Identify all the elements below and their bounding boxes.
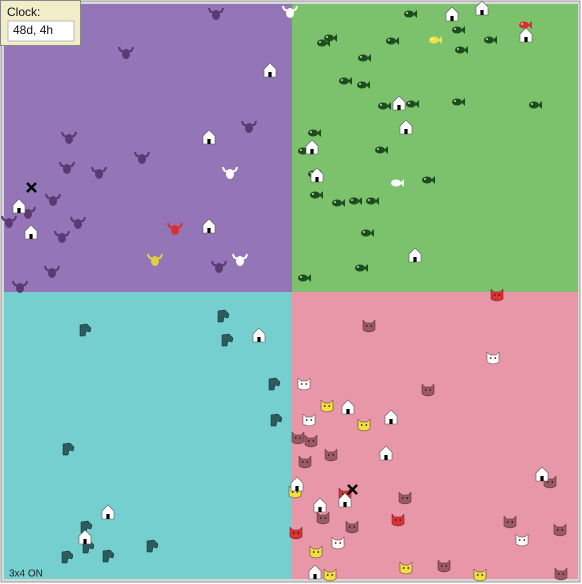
region-pink (292, 292, 578, 579)
clock-label: Clock: (7, 5, 40, 19)
clock-value: 48d, 4h (13, 23, 53, 37)
status-text: 3x4 ON (9, 569, 43, 580)
region-green (292, 4, 578, 292)
clock-box: Clock: 48d, 4h (0, 0, 81, 46)
marker-x (26, 182, 358, 495)
region-cyan (4, 292, 292, 579)
clock-field (7, 20, 75, 42)
region-purple (4, 4, 292, 292)
